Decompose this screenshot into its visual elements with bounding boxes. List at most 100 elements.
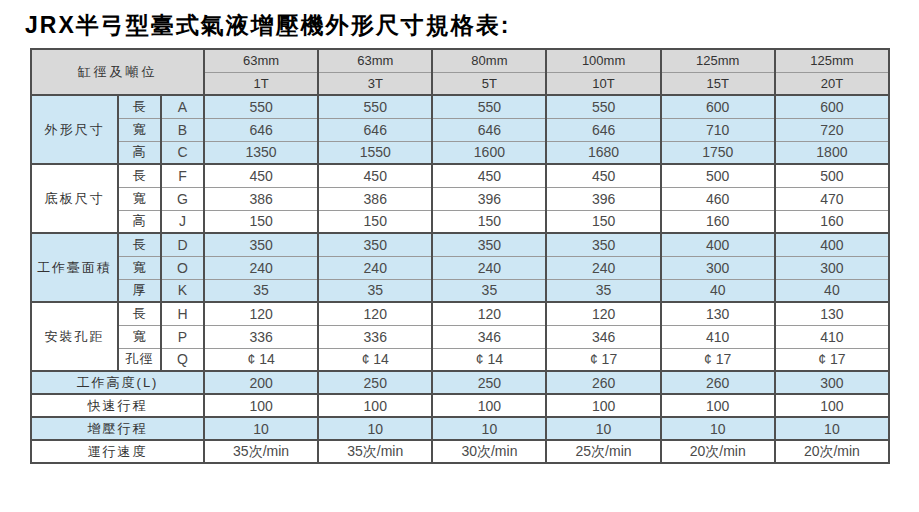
column-tonnage: 1T: [204, 72, 318, 95]
cell-value: 396: [432, 187, 546, 210]
column-tonnage: 10T: [546, 72, 660, 95]
table-row: 底板尺寸長F450450450450500500: [31, 164, 889, 187]
dim-letter: P: [161, 325, 204, 348]
dim-label: 長: [118, 95, 161, 118]
cell-value: 350: [204, 233, 318, 256]
page: JRX半弓型臺式氣液增壓機外形尺寸規格表: 缸徑及噸位63mm63mm80mm1…: [0, 0, 919, 512]
table-row: 孔徑Q¢ 14¢ 14¢ 14¢ 17¢ 17¢ 17: [31, 348, 889, 371]
cell-value: 646: [318, 118, 432, 141]
column-diameter: 125mm: [775, 49, 889, 72]
column-tonnage: 5T: [432, 72, 546, 95]
cell-value: 1600: [432, 141, 546, 164]
cell-value: 386: [204, 187, 318, 210]
dim-label: 寬: [118, 187, 161, 210]
cell-value: 40: [775, 279, 889, 302]
cell-value: 646: [546, 118, 660, 141]
cell-value: ¢ 14: [318, 348, 432, 371]
column-tonnage: 15T: [661, 72, 775, 95]
spec-table: 缸徑及噸位63mm63mm80mm100mm125mm125mm1T3T5T10…: [30, 48, 890, 464]
dim-label: 寬: [118, 256, 161, 279]
cell-value: 10: [204, 417, 318, 440]
row-group-label: 外形尺寸: [31, 95, 118, 164]
cell-value: 10: [775, 417, 889, 440]
cell-value: 300: [661, 256, 775, 279]
column-diameter: 80mm: [432, 49, 546, 72]
cell-value: 200: [204, 371, 318, 394]
dim-letter: J: [161, 210, 204, 233]
cell-value: 386: [318, 187, 432, 210]
cell-value: 470: [775, 187, 889, 210]
table-row: 外形尺寸長A550550550550600600: [31, 95, 889, 118]
row-group-label: 安裝孔距: [31, 302, 118, 371]
cell-value: 500: [661, 164, 775, 187]
cell-value: ¢ 17: [661, 348, 775, 371]
cell-value: 710: [661, 118, 775, 141]
dim-letter: G: [161, 187, 204, 210]
cell-value: 25次/min: [546, 440, 660, 463]
cell-value: 100: [775, 394, 889, 417]
cell-value: 300: [775, 256, 889, 279]
cell-value: 646: [432, 118, 546, 141]
cell-value: 150: [318, 210, 432, 233]
cell-value: 450: [204, 164, 318, 187]
row-group-label: 底板尺寸: [31, 164, 118, 233]
cell-value: 450: [318, 164, 432, 187]
cell-value: 720: [775, 118, 889, 141]
cell-value: 346: [546, 325, 660, 348]
table-row: 快速行程100100100100100100: [31, 394, 889, 417]
cell-value: 120: [432, 302, 546, 325]
dim-label: 高: [118, 141, 161, 164]
dim-letter: D: [161, 233, 204, 256]
cell-value: 460: [661, 187, 775, 210]
cell-value: 20次/min: [661, 440, 775, 463]
cell-value: 346: [432, 325, 546, 348]
cell-value: ¢ 14: [432, 348, 546, 371]
dim-letter: Q: [161, 348, 204, 371]
cell-value: 120: [546, 302, 660, 325]
cell-value: 10: [546, 417, 660, 440]
footer-row-label: 工作高度(L): [31, 371, 204, 394]
cell-value: 240: [318, 256, 432, 279]
cell-value: 10: [318, 417, 432, 440]
column-diameter: 100mm: [546, 49, 660, 72]
cell-value: 350: [546, 233, 660, 256]
dim-label: 厚: [118, 279, 161, 302]
cell-value: 100: [432, 394, 546, 417]
dim-letter: C: [161, 141, 204, 164]
cell-value: 260: [546, 371, 660, 394]
cell-value: 400: [775, 233, 889, 256]
dim-label: 長: [118, 164, 161, 187]
table-row: 寬B646646646646710720: [31, 118, 889, 141]
table-row: 寬P336336346346410410: [31, 325, 889, 348]
cell-value: 35次/min: [318, 440, 432, 463]
cell-value: 120: [318, 302, 432, 325]
corner-label: 缸徑及噸位: [31, 49, 204, 95]
cell-value: 260: [661, 371, 775, 394]
cell-value: 20次/min: [775, 440, 889, 463]
dim-label: 孔徑: [118, 348, 161, 371]
column-tonnage: 3T: [318, 72, 432, 95]
table-row: 高C135015501600168017501800: [31, 141, 889, 164]
cell-value: 410: [661, 325, 775, 348]
cell-value: 1750: [661, 141, 775, 164]
cell-value: 30次/min: [432, 440, 546, 463]
cell-value: 550: [204, 95, 318, 118]
cell-value: 646: [204, 118, 318, 141]
cell-value: 240: [432, 256, 546, 279]
cell-value: 550: [318, 95, 432, 118]
cell-value: 550: [546, 95, 660, 118]
cell-value: 35: [546, 279, 660, 302]
cell-value: 336: [318, 325, 432, 348]
cell-value: 160: [775, 210, 889, 233]
cell-value: 1550: [318, 141, 432, 164]
header-row-diameter: 缸徑及噸位63mm63mm80mm100mm125mm125mm: [31, 49, 889, 72]
cell-value: 100: [661, 394, 775, 417]
cell-value: 130: [775, 302, 889, 325]
cell-value: 350: [432, 233, 546, 256]
cell-value: 150: [546, 210, 660, 233]
dim-letter: A: [161, 95, 204, 118]
cell-value: 410: [775, 325, 889, 348]
dim-letter: F: [161, 164, 204, 187]
cell-value: 35: [318, 279, 432, 302]
cell-value: 130: [661, 302, 775, 325]
